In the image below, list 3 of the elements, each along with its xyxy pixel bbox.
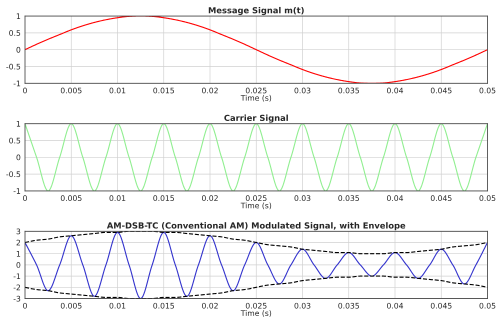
chart-title: AM-DSB-TC (Conventional AM) Modulated Signal, with Envelope [106, 222, 406, 230]
chart-title: Message Signal m(t) [208, 6, 304, 16]
chart-title: Carrier Signal [224, 114, 288, 123]
